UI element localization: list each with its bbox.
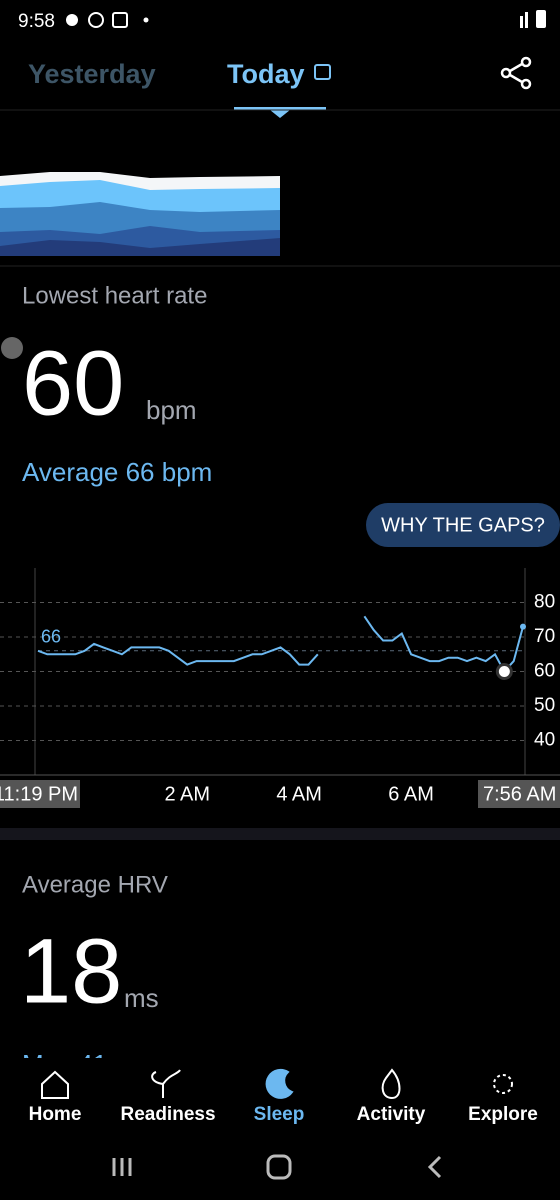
- section-title: Lowest heart rate: [22, 282, 207, 309]
- tab-yesterday[interactable]: Yesterday: [28, 59, 156, 89]
- y-tick-label: 50: [534, 695, 555, 716]
- y-tick-label: 40: [534, 730, 555, 751]
- hrv-max-text: Max 41 ms: [22, 1049, 149, 1079]
- hypnogram: [0, 172, 280, 256]
- average-text: Average 66 bpm: [22, 457, 212, 487]
- tab-pointer: [270, 110, 290, 118]
- end-point: [520, 623, 526, 630]
- status-icons: [66, 10, 546, 28]
- unit: bpm: [146, 395, 197, 425]
- nav-icons: [41, 1068, 513, 1100]
- nav-label[interactable]: Sleep: [254, 1104, 305, 1125]
- clip: Max 41 ms: [22, 1049, 149, 1079]
- share-icon[interactable]: [500, 56, 532, 90]
- tab-today[interactable]: Today: [227, 59, 305, 89]
- y-tick-label: 80: [534, 592, 555, 613]
- lowest-hr-value: 60: [22, 332, 124, 434]
- gaps-button[interactable]: [366, 503, 560, 547]
- calendar-icon[interactable]: [314, 64, 331, 80]
- y-tick-label: 70: [534, 626, 555, 647]
- average-label: 66: [41, 627, 61, 647]
- nav-label[interactable]: Activity: [357, 1104, 426, 1125]
- nav-labels: Home Readiness Sleep Activity Explore: [29, 1104, 538, 1125]
- hr-line: [37, 615, 524, 674]
- shutter-icon: [1, 337, 23, 359]
- status-time: 9:58: [18, 11, 55, 32]
- lowest-point: [495, 663, 513, 680]
- x-label-box: [478, 780, 560, 808]
- unit: ms: [124, 983, 159, 1013]
- x-tick-label: 4 AM: [276, 783, 322, 805]
- system-nav: [112, 1154, 442, 1180]
- x-tick-label: 6 AM: [388, 783, 434, 805]
- x-label-box: [0, 780, 80, 808]
- section-separator: [0, 828, 560, 840]
- section-title: Average HRV: [22, 871, 168, 898]
- x-tick-label: 11:19 PM: [0, 783, 78, 805]
- gaps-button-label[interactable]: WHY THE GAPS?: [381, 514, 545, 536]
- x-tick-label: 2 AM: [164, 783, 210, 805]
- nav-label[interactable]: Home: [29, 1104, 82, 1125]
- nav-label[interactable]: Readiness: [120, 1104, 215, 1125]
- tab-indicator: [234, 107, 326, 110]
- hrv-value: 18: [20, 920, 122, 1022]
- nav-label[interactable]: Explore: [468, 1104, 538, 1125]
- x-tick-label: 7:56 AM: [483, 783, 556, 805]
- y-tick-label: 60: [534, 661, 555, 682]
- hr-chart: 40 50 60 70 80 66 11:19 PM 2 AM 4 AM 6 AM 7:56 AM: [0, 568, 560, 808]
